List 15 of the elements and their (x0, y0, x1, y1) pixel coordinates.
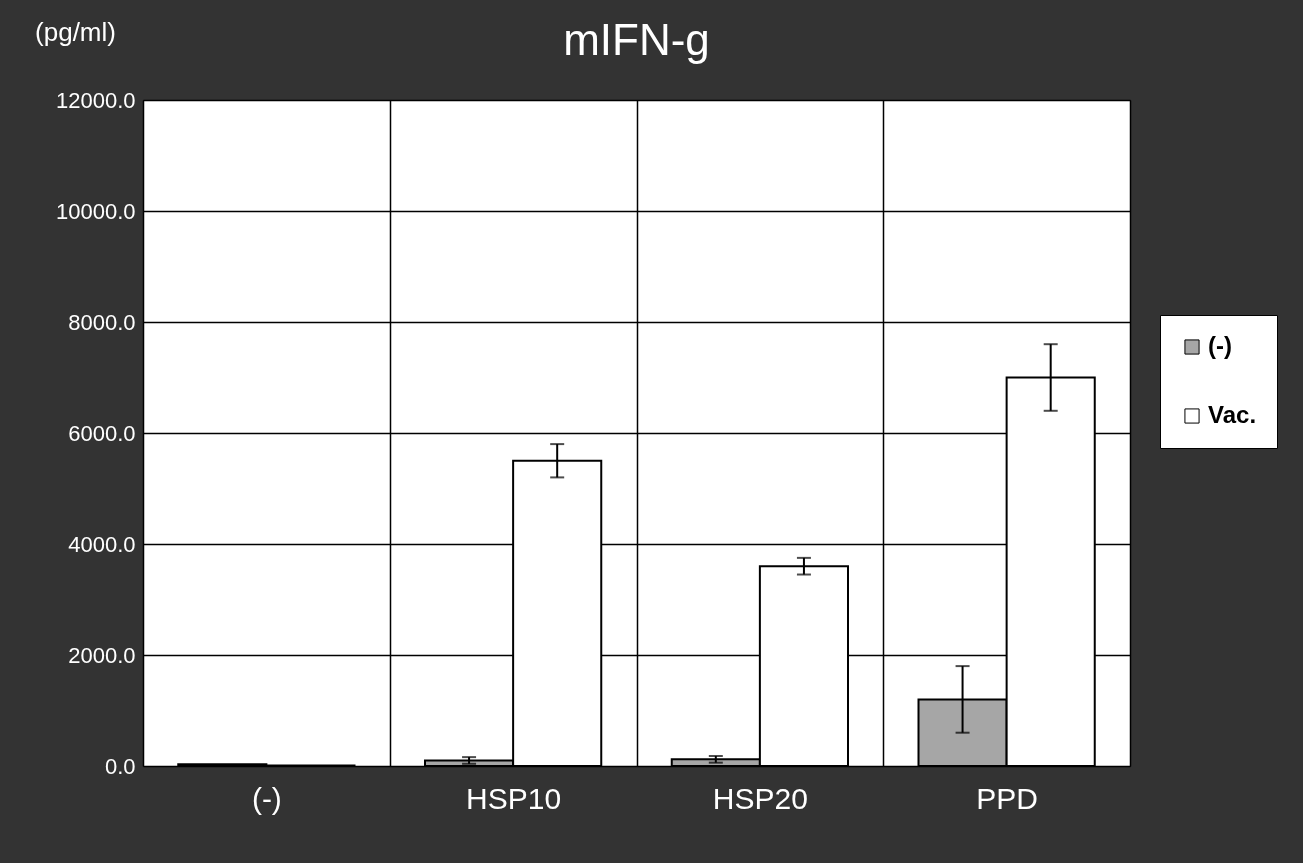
y-tick-label: 12000.0 (55, 87, 136, 113)
x-tick-label: (-) (251, 781, 282, 815)
legend-label: (-) (1208, 332, 1232, 359)
x-tick-label: HSP10 (466, 781, 562, 815)
x-tick-label: PPD (976, 781, 1038, 815)
x-tick-label: HSP20 (712, 781, 808, 815)
y-tick-label: 10000.0 (55, 198, 136, 224)
y-tick-label: 2000.0 (68, 642, 136, 668)
y-tick-label: 4000.0 (68, 531, 136, 557)
legend-label: Vac. (1208, 401, 1257, 428)
y-tick-label: 8000.0 (68, 309, 136, 335)
chart-title: mIFN-g (563, 15, 710, 64)
y-tick-label: 0.0 (104, 753, 136, 779)
y-tick-label: 6000.0 (68, 420, 136, 446)
y-axis-title: (pg/ml) (35, 16, 116, 47)
